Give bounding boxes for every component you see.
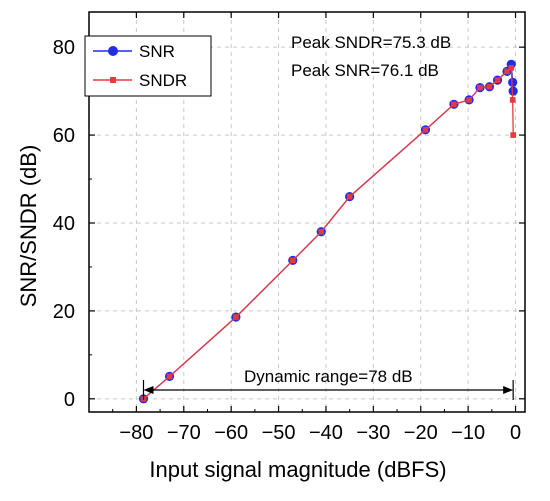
peak-sndr-annotation: Peak SNDR=75.3 dB [291,33,451,52]
series-sndr-point [451,101,457,108]
series-layer [138,59,518,404]
dynamic-range-arrowhead-right [503,386,514,395]
x-tick-label: 0 [510,422,521,444]
series-sndr-point [346,193,353,200]
series-sndr-point [504,68,510,75]
series-snr-line [143,62,514,400]
y-tick-label: 60 [53,125,75,147]
legend: SNR SNDR [84,35,212,97]
series-sndr-point [510,132,516,138]
y-tick-label: 20 [53,301,75,323]
y-tick-label: 0 [64,389,75,411]
legend-sndr-marker [110,77,116,83]
series-snr-point [508,86,518,96]
x-tick-label: −40 [309,422,343,444]
x-tick-label: −30 [356,422,390,444]
legend-box [84,35,212,97]
x-tick-label: −60 [214,422,248,444]
x-axis-title: Input signal magnitude (dBFS) [149,457,446,482]
y-tick-label: 40 [53,213,75,235]
series-sndr-point [233,314,239,320]
x-tick-label: −50 [262,422,296,444]
series-sndr-point [422,127,429,133]
plot-frame [88,11,526,413]
series-sndr-point [486,83,493,90]
legend-snr-label: SNR [139,42,175,61]
x-tick-label: −80 [119,422,153,444]
dynamic-range-annotation: Dynamic range=78 dB [244,367,413,386]
x-tick-label: −70 [167,422,201,444]
series-sndr-point [289,257,296,264]
x-tick-label: −20 [404,422,438,444]
annotation-layer: Peak SNDR=75.3 dB Peak SNR=76.1 dB Dynam… [142,33,514,401]
series-sndr-line [143,66,514,400]
series-snr-point [508,77,518,87]
series-sndr-point [494,77,501,83]
series-sndr-point [318,228,325,235]
series-sndr-point [477,84,483,91]
series-sndr-point [509,97,516,103]
legend-sndr-label: SNDR [139,71,187,90]
x-tick-label: −10 [451,422,485,444]
series-sndr-point [466,97,472,103]
legend-snr-marker [108,46,118,56]
peak-snr-annotation: Peak SNR=76.1 dB [291,61,439,80]
dynamic-range-arrowhead-left [143,386,154,395]
y-tick-label: 80 [53,37,75,59]
y-axis-title: SNR/SNDR (dB) [16,145,41,308]
tick-labels: −80 −70 −60 −50 −40 −30 −20 −10 0 0 20 40 60 80 [53,37,521,444]
series-sndr-point [508,65,515,71]
series-sndr-point [166,373,173,380]
